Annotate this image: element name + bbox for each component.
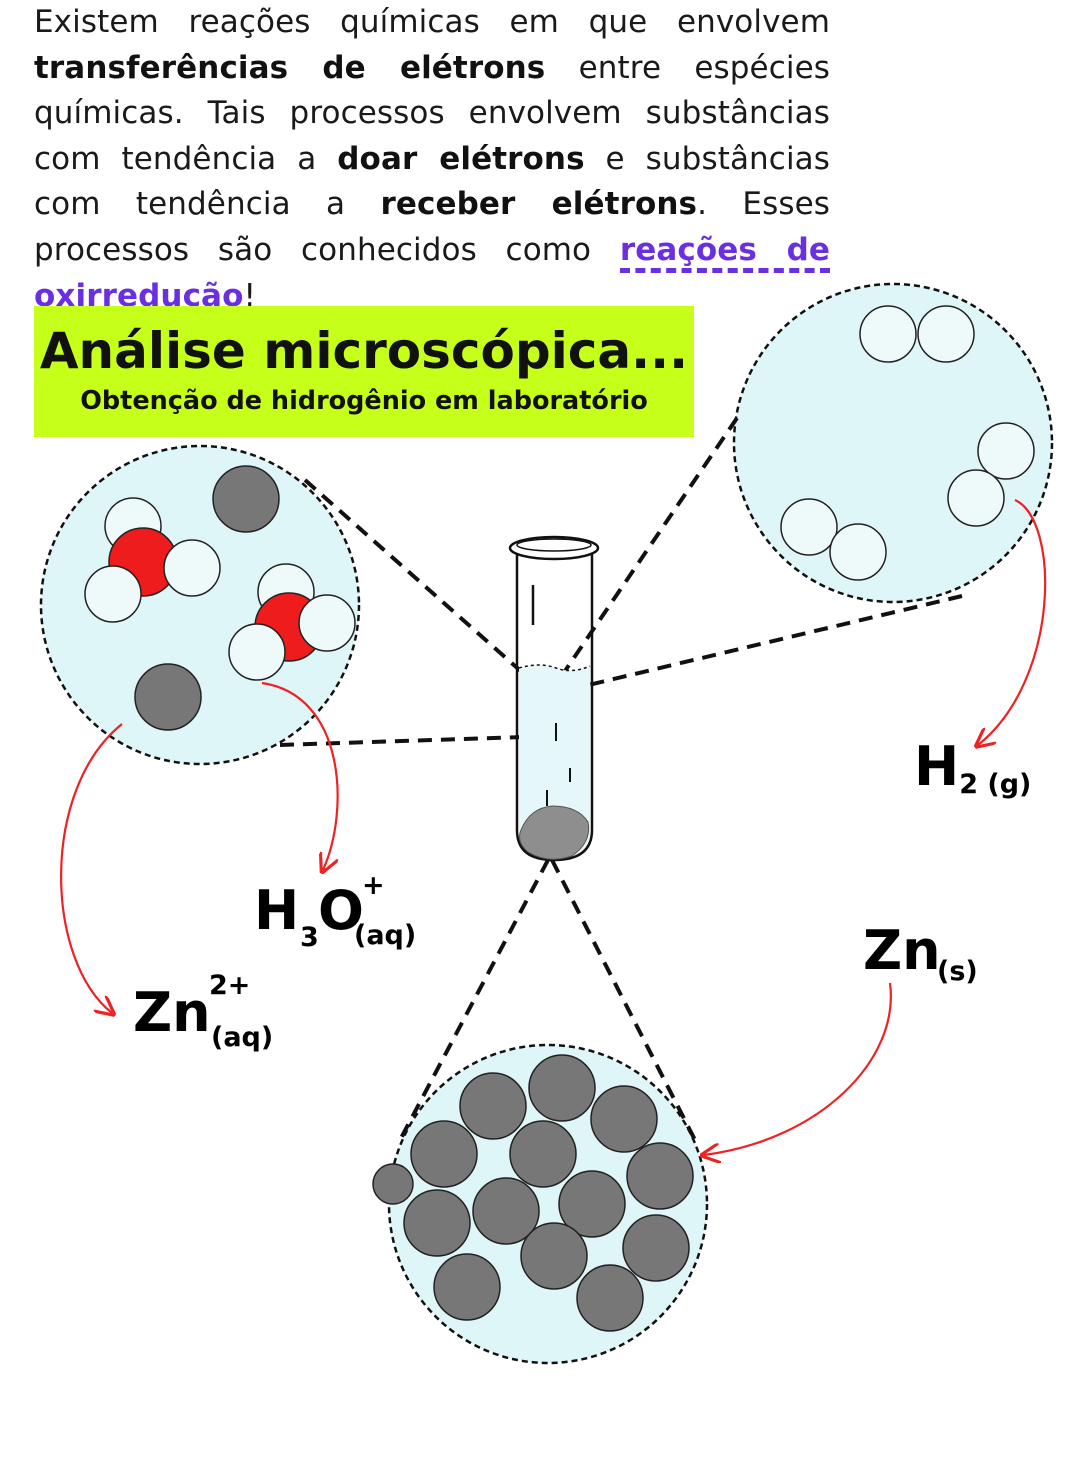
title-subtitle: Obtenção de hidrogênio em laboratório: [80, 386, 648, 416]
zn-solid-label: Zn (s): [863, 919, 978, 987]
hydrogen-atom: [163, 539, 221, 597]
zinc-atoms: [372, 1054, 694, 1332]
arrow-to-zinc-circle: [704, 982, 892, 1155]
zinc-piece: [519, 805, 590, 860]
solution-particles: [84, 465, 356, 731]
zinc-ion: [134, 663, 202, 731]
arrow-to-h2: [978, 498, 1047, 745]
zn-ion-label: Zn 2+ (aq): [133, 970, 274, 1053]
hydrogen-atom: [228, 623, 286, 681]
arrow-to-zn-ion: [60, 723, 123, 1013]
arrow-to-h3o: [261, 681, 339, 870]
title-box: Análise microscópica... Obtenção de hidr…: [34, 306, 694, 437]
reaction-arrows: [60, 498, 1047, 1155]
h3o-label: H 3 O + (aq): [254, 870, 417, 953]
title-main: Análise microscópica...: [39, 322, 689, 380]
hydrogen-atom: [298, 594, 356, 652]
hydrogen-molecules: [780, 305, 1035, 581]
hydrogen-atom: [84, 565, 142, 623]
zinc-ion: [212, 465, 280, 533]
test-tube: [508, 535, 600, 862]
h2-label: H2 (g): [914, 735, 1032, 800]
